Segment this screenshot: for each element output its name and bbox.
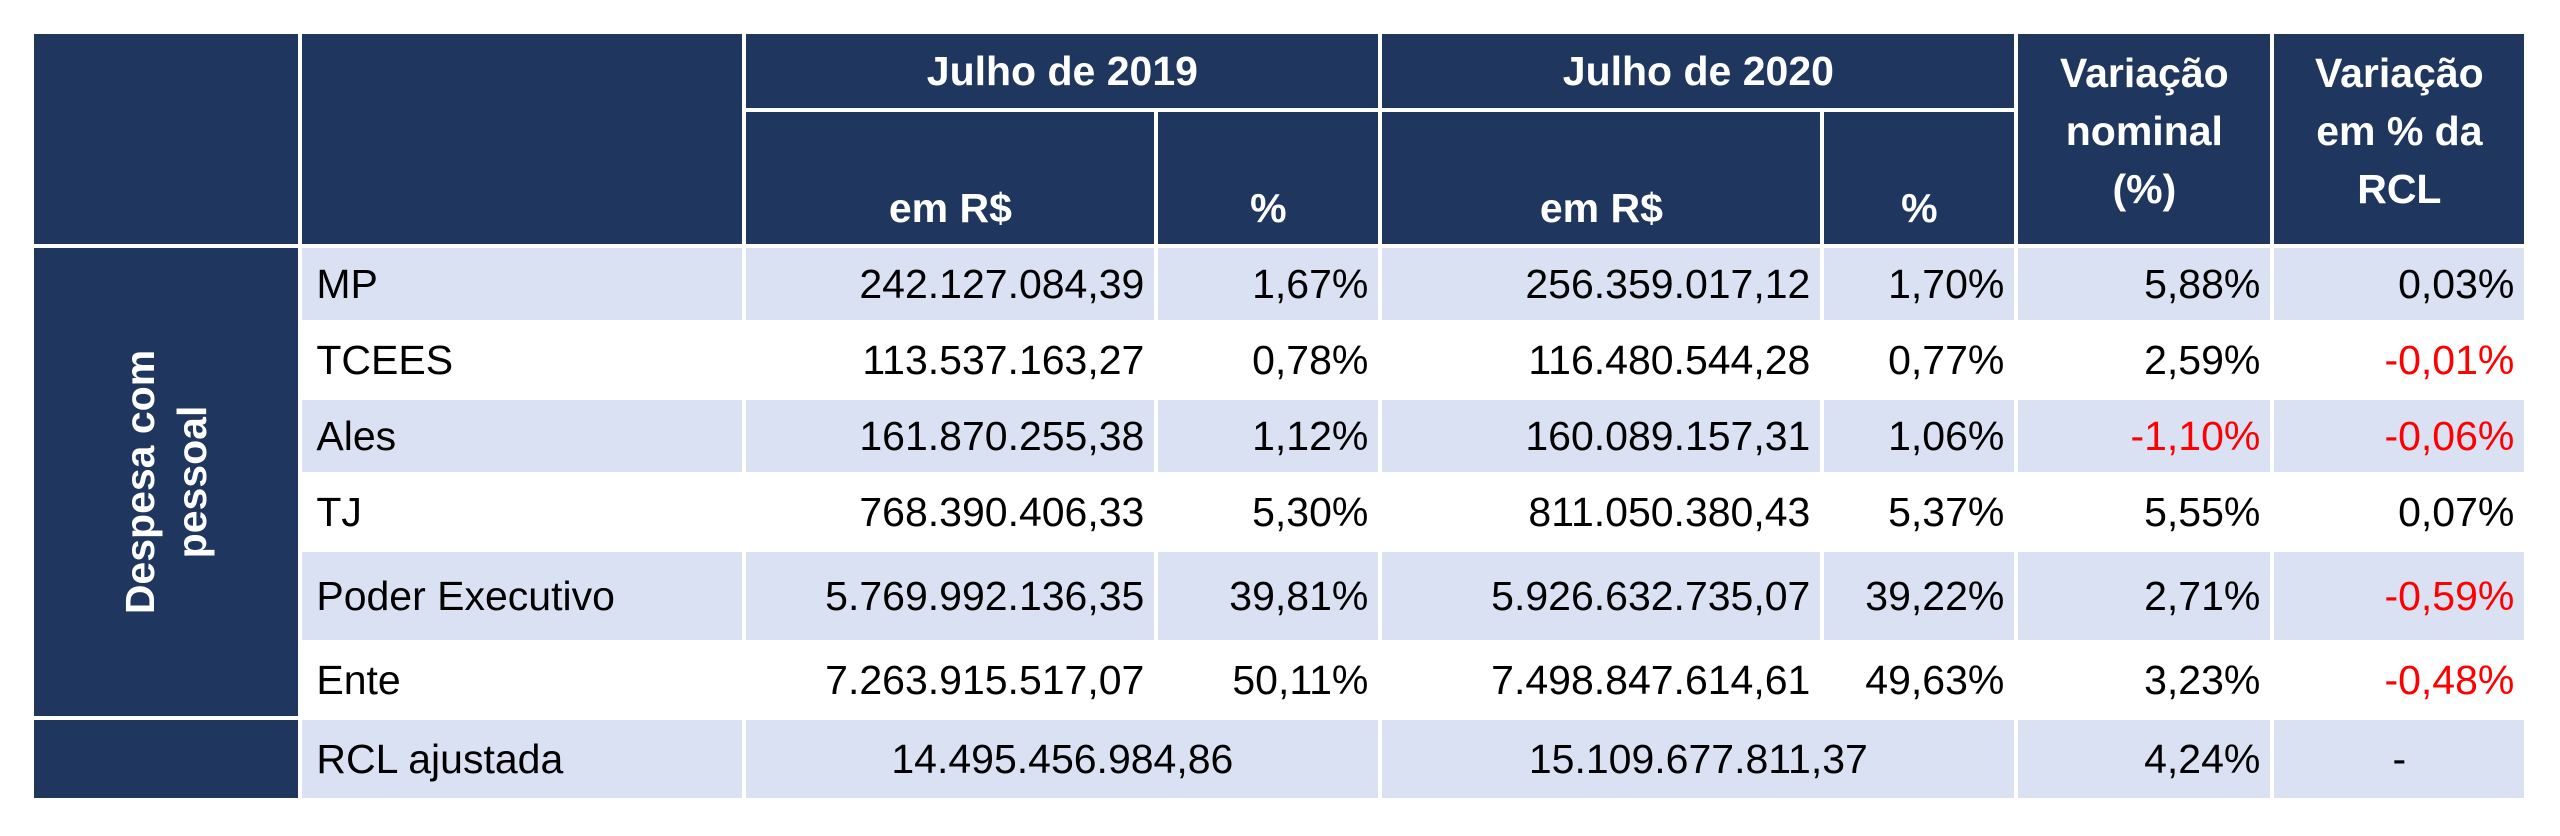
variacao-rcl: -0,59% <box>2274 552 2525 640</box>
variacao-nominal: 5,55% <box>2018 476 2271 548</box>
row-name: TJ <box>302 476 743 548</box>
value-2020: 116.480.544,28 <box>1382 324 1821 396</box>
variacao-rcl-line1: Variação <box>2315 50 2484 96</box>
variacao-rcl: -0,01% <box>2274 324 2525 396</box>
table-row: Poder Executivo 5.769.992.136,35 39,81% … <box>34 552 2525 640</box>
value-2020: 256.359.017,12 <box>1382 248 1821 320</box>
pct-2019: 1,67% <box>1158 248 1379 320</box>
pct-2020: 39,22% <box>1824 552 2015 640</box>
header-variacao-nominal: Variação nominal (%) <box>2018 34 2271 244</box>
pct-2020: 1,06% <box>1824 400 2015 472</box>
side-label-despesa-pessoal: Despesa com pessoal <box>34 248 299 716</box>
value-2020: 160.089.157,31 <box>1382 400 1821 472</box>
pct-2019: 0,78% <box>1158 324 1379 396</box>
pct-2020: 49,63% <box>1824 644 2015 716</box>
side-label-line1: Despesa com <box>117 349 164 615</box>
variacao-nominal: -1,10% <box>2018 400 2271 472</box>
variacao-nominal: 2,71% <box>2018 552 2271 640</box>
variacao-nominal: 3,23% <box>2018 644 2271 716</box>
table-row: TJ 768.390.406,33 5,30% 811.050.380,43 5… <box>34 476 2525 548</box>
variacao-nominal: 4,24% <box>2018 720 2271 798</box>
variacao-nominal: 2,59% <box>2018 324 2271 396</box>
value-2019: 5.769.992.136,35 <box>746 552 1155 640</box>
header-2020-pct: % <box>1824 112 2015 244</box>
pct-2020: 0,77% <box>1824 324 2015 396</box>
value-2019: 113.537.163,27 <box>746 324 1155 396</box>
table-row: TCEES 113.537.163,27 0,78% 116.480.544,2… <box>34 324 2525 396</box>
rcl-value-2019: 14.495.456.984,86 <box>746 720 1379 798</box>
header-2019-pct: % <box>1158 112 1379 244</box>
side-label-text: Despesa com pessoal <box>114 350 218 614</box>
personnel-expense-table: Julho de 2019 Julho de 2020 Variação nom… <box>30 30 2528 802</box>
row-name: RCL ajustada <box>302 720 743 798</box>
value-2019: 768.390.406,33 <box>746 476 1155 548</box>
value-2020: 7.498.847.614,61 <box>1382 644 1821 716</box>
value-2020: 5.926.632.735,07 <box>1382 552 1821 640</box>
row-name: Ales <box>302 400 743 472</box>
variacao-rcl-line2: em % da <box>2316 108 2483 154</box>
table-row: Ente 7.263.915.517,07 50,11% 7.498.847.6… <box>34 644 2525 716</box>
rcl-side-cell <box>34 720 299 798</box>
header-row-units: em R$ % em R$ % <box>34 112 2524 244</box>
header-corner-cell <box>34 34 299 244</box>
rcl-row: RCL ajustada 14.495.456.984,86 15.109.67… <box>34 720 2525 798</box>
rcl-value-2020: 15.109.677.811,37 <box>1382 720 2015 798</box>
value-2020: 811.050.380,43 <box>1382 476 1821 548</box>
variacao-rcl-line3: RCL <box>2357 166 2442 212</box>
value-2019: 7.263.915.517,07 <box>746 644 1155 716</box>
value-2019: 242.127.084,39 <box>746 248 1155 320</box>
header-2019-em-rs: em R$ <box>746 112 1155 244</box>
header-variacao-rcl: Variação em % da RCL <box>2274 34 2525 244</box>
variacao-nominal-line2: nominal <box>2065 108 2223 154</box>
pct-2019: 39,81% <box>1158 552 1379 640</box>
variacao-rcl: - <box>2274 720 2525 798</box>
pct-2019: 5,30% <box>1158 476 1379 548</box>
pct-2020: 1,70% <box>1824 248 2015 320</box>
value-2019: 161.870.255,38 <box>746 400 1155 472</box>
header-julho-2019: Julho de 2019 <box>746 34 1379 108</box>
table-row: Despesa com pessoal MP 242.127.084,39 1,… <box>34 248 2525 716</box>
variacao-nominal: 5,88% <box>2018 248 2271 320</box>
variacao-rcl: -0,06% <box>2274 400 2525 472</box>
variacao-nominal-line1: Variação <box>2060 50 2229 96</box>
header-entity-cell <box>302 34 743 244</box>
variacao-nominal-line3: (%) <box>2112 166 2177 212</box>
row-name: TCEES <box>302 324 743 396</box>
table-row: Ales 161.870.255,38 1,12% 160.089.157,31… <box>34 400 2525 472</box>
side-label-line2: pessoal <box>169 405 216 559</box>
pct-2019: 1,12% <box>1158 400 1379 472</box>
row-name: Poder Executivo <box>302 552 743 640</box>
variacao-rcl: -0,48% <box>2274 644 2525 716</box>
variacao-rcl: 0,07% <box>2274 476 2525 548</box>
header-julho-2020: Julho de 2020 <box>1382 34 2015 108</box>
header-2020-em-rs: em R$ <box>1382 112 1821 244</box>
pct-2019: 50,11% <box>1158 644 1379 716</box>
row-name: MP <box>302 248 743 320</box>
row-name: Ente <box>302 644 743 716</box>
header-row-years: Julho de 2019 Julho de 2020 Variação nom… <box>34 34 2525 244</box>
variacao-rcl: 0,03% <box>2274 248 2525 320</box>
pct-2020: 5,37% <box>1824 476 2015 548</box>
